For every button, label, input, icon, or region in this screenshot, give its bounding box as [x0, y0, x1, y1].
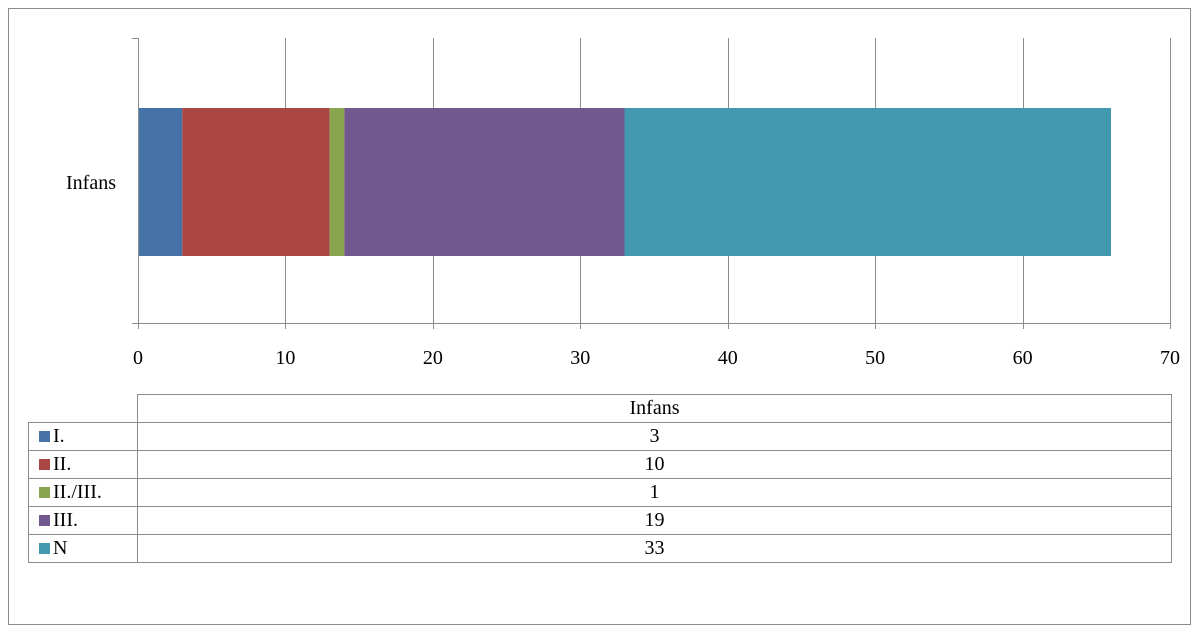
legend-swatch — [39, 515, 50, 526]
legend-swatch — [39, 487, 50, 498]
x-tick-label: 0 — [133, 347, 143, 369]
series-name: II. — [53, 453, 72, 475]
series-name: II./III. — [53, 481, 102, 503]
bar-segment-2 — [182, 108, 330, 256]
table-row: III. 19 — [28, 506, 1172, 535]
data-value-label: 33 — [137, 534, 1172, 563]
bar-segment-1 — [138, 108, 183, 256]
bar-segment-4 — [344, 108, 625, 256]
table-column-header: Infans — [137, 394, 1172, 423]
axes: 0 10 20 30 40 50 60 70 Infans — [66, 38, 1180, 369]
data-table: Infans I. 3 II. 10 II./III. 1 III. 19 N 33 — [28, 394, 1172, 563]
x-tick-label: 30 — [570, 347, 590, 369]
category-label: Infans — [66, 172, 116, 194]
legend-swatch — [39, 543, 50, 554]
data-value-label: 3 — [137, 422, 1172, 451]
table-corner — [28, 394, 138, 423]
x-tick-label: 40 — [718, 347, 738, 369]
table-row: II. 10 — [28, 450, 1172, 479]
bar-segment-3 — [329, 108, 345, 256]
series-name: I. — [53, 425, 65, 447]
legend-entry: III. — [28, 506, 138, 535]
bar-segment-5 — [624, 108, 1112, 256]
legend-entry: N — [28, 534, 138, 563]
legend-entry: I. — [28, 422, 138, 451]
legend-entry: II./III. — [28, 478, 138, 507]
x-tick-label: 70 — [1160, 347, 1180, 369]
x-tick-label: 10 — [275, 347, 295, 369]
table-row: N 33 — [28, 534, 1172, 563]
x-tick-label: 50 — [865, 347, 885, 369]
legend-entry: II. — [28, 450, 138, 479]
bars — [138, 108, 1112, 256]
table-header-row: Infans — [28, 394, 1172, 423]
legend-swatch — [39, 431, 50, 442]
data-value-label: 10 — [137, 450, 1172, 479]
table-row: I. 3 — [28, 422, 1172, 451]
series-name: III. — [53, 509, 78, 531]
x-tick-label: 60 — [1013, 347, 1033, 369]
series-name: N — [53, 537, 68, 559]
legend-swatch — [39, 459, 50, 470]
x-tick-label: 20 — [423, 347, 443, 369]
data-value-label: 1 — [137, 478, 1172, 507]
table-row: II./III. 1 — [28, 478, 1172, 507]
data-value-label: 19 — [137, 506, 1172, 535]
